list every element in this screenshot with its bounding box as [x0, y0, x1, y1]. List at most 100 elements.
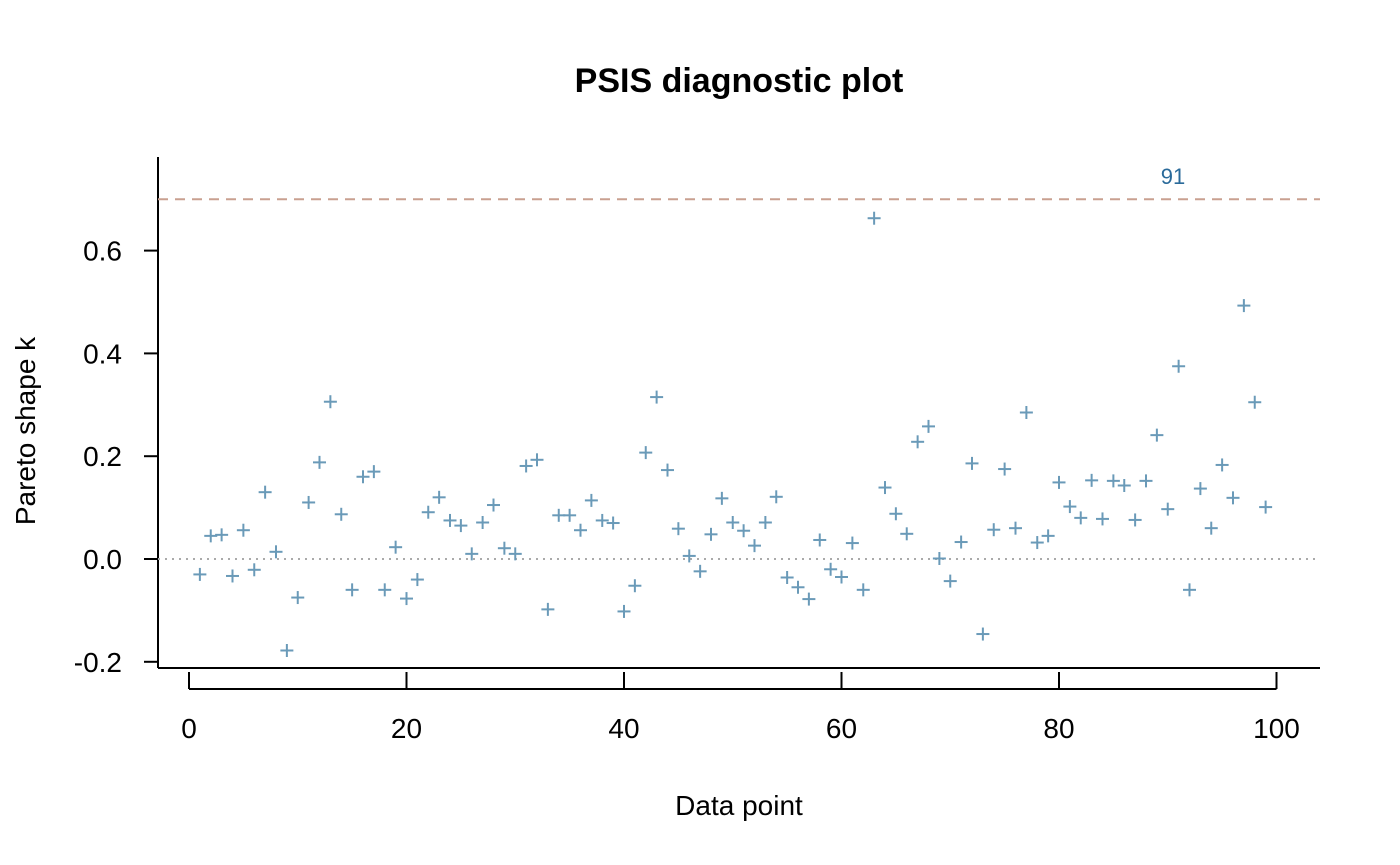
- data-point: [1085, 473, 1099, 487]
- data-point: [845, 536, 859, 550]
- data-point: [1096, 512, 1109, 526]
- data-point: [1226, 491, 1240, 505]
- y-axis-label: Pareto shape k: [10, 336, 41, 525]
- y-tick-label: 0.4: [83, 338, 122, 369]
- data-point: [639, 446, 653, 460]
- x-tick-label: 40: [608, 713, 639, 744]
- data-point: [1193, 482, 1207, 496]
- data-point: [1259, 500, 1273, 514]
- data-point: [1248, 395, 1262, 409]
- data-point: [584, 493, 598, 507]
- data-point: [628, 579, 642, 593]
- axes: 0 20 40 60 80 100 -0.2 0.0 0.2 0.4 0.6: [74, 157, 1320, 744]
- data-point: [487, 498, 500, 512]
- data-point: [421, 505, 435, 519]
- data-point: [1074, 511, 1088, 525]
- data-point: [236, 523, 250, 537]
- x-tick-label: 60: [826, 713, 857, 744]
- data-point: [943, 574, 957, 588]
- data-point: [497, 541, 511, 555]
- data-point: [911, 435, 925, 449]
- data-point: [476, 516, 490, 530]
- data-point: [595, 513, 609, 527]
- data-point: [258, 485, 272, 499]
- data-point: [1161, 502, 1175, 516]
- data-point: [1204, 521, 1218, 535]
- data-point: [987, 523, 1001, 537]
- data-point: [1150, 428, 1164, 442]
- data-point: [932, 551, 946, 565]
- data-point: [1183, 583, 1196, 597]
- data-point: [508, 547, 522, 561]
- data-point: [867, 211, 881, 225]
- data-point: [378, 583, 392, 597]
- data-point: [682, 549, 696, 563]
- data-point: [835, 570, 848, 584]
- data-point: [574, 523, 587, 537]
- data-point: [345, 583, 359, 597]
- data-point: [715, 491, 729, 505]
- y-tick-label: 0.0: [83, 544, 122, 575]
- data-point: [313, 455, 326, 469]
- data-point: [1139, 474, 1153, 488]
- data-point: [280, 643, 294, 657]
- data-point: [1128, 513, 1142, 527]
- data-point: [965, 456, 979, 470]
- data-point: [617, 604, 631, 618]
- data-point: [726, 516, 740, 530]
- data-point: [650, 390, 664, 404]
- data-point: [389, 540, 403, 554]
- data-point: [541, 602, 555, 616]
- data-point: [661, 463, 674, 477]
- data-point: [813, 533, 827, 547]
- data-point: [193, 567, 207, 581]
- data-point: [976, 627, 990, 641]
- x-tick-label: 20: [391, 713, 422, 744]
- data-point: [737, 524, 751, 538]
- data-point: [269, 545, 283, 559]
- chart-title: PSIS diagnostic plot: [575, 62, 904, 100]
- data-point: [1030, 536, 1044, 550]
- data-point: [1009, 521, 1022, 535]
- data-point: [671, 522, 685, 536]
- data-point: [530, 453, 544, 467]
- data-point: [758, 516, 772, 530]
- data-point: [1106, 474, 1120, 488]
- data-point: [323, 395, 337, 409]
- data-point: [693, 564, 707, 578]
- data-point: [824, 562, 838, 576]
- data-point: [356, 470, 370, 484]
- data-point: [563, 508, 577, 522]
- data-point: [454, 519, 468, 533]
- data-point: [606, 516, 620, 530]
- data-point: [367, 465, 381, 479]
- data-point: [889, 507, 903, 521]
- y-tick-label: -0.2: [74, 647, 122, 678]
- data-point: [302, 495, 316, 509]
- data-point: [954, 535, 968, 549]
- data-point: [226, 569, 239, 583]
- data-point: [400, 592, 413, 606]
- data-point: [465, 547, 479, 561]
- data-point: [215, 528, 229, 542]
- data-point: [900, 527, 914, 541]
- data-points: [193, 211, 1273, 657]
- data-point: [552, 508, 566, 522]
- data-point: [204, 529, 218, 543]
- x-tick-label: 80: [1043, 713, 1074, 744]
- data-point: [1063, 500, 1077, 514]
- data-point: [1052, 475, 1066, 489]
- annotation-label: 91: [1161, 164, 1185, 189]
- data-point: [410, 573, 424, 587]
- data-point: [519, 459, 533, 473]
- reference-lines: [158, 198, 1320, 560]
- data-point: [1019, 406, 1033, 420]
- data-point: [856, 583, 870, 597]
- data-point: [432, 490, 446, 504]
- data-point: [291, 591, 305, 605]
- data-point: [998, 462, 1012, 476]
- data-point: [791, 580, 805, 594]
- data-point: [704, 527, 718, 541]
- data-point: [748, 539, 761, 553]
